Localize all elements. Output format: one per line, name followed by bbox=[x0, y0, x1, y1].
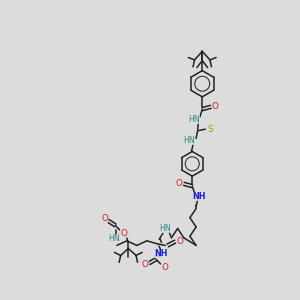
Text: HN: HN bbox=[159, 224, 171, 233]
Text: O: O bbox=[101, 214, 108, 223]
Text: NH: NH bbox=[192, 192, 206, 201]
Text: HN: HN bbox=[183, 136, 195, 145]
Text: HN: HN bbox=[109, 234, 120, 243]
Text: NH: NH bbox=[154, 249, 167, 258]
Text: O: O bbox=[212, 102, 219, 111]
Text: O: O bbox=[161, 262, 168, 272]
Text: O: O bbox=[120, 230, 127, 238]
Text: S: S bbox=[207, 125, 213, 134]
Text: O: O bbox=[176, 237, 183, 246]
Text: O: O bbox=[176, 179, 183, 188]
Text: HN: HN bbox=[189, 115, 200, 124]
Text: O: O bbox=[142, 260, 149, 269]
